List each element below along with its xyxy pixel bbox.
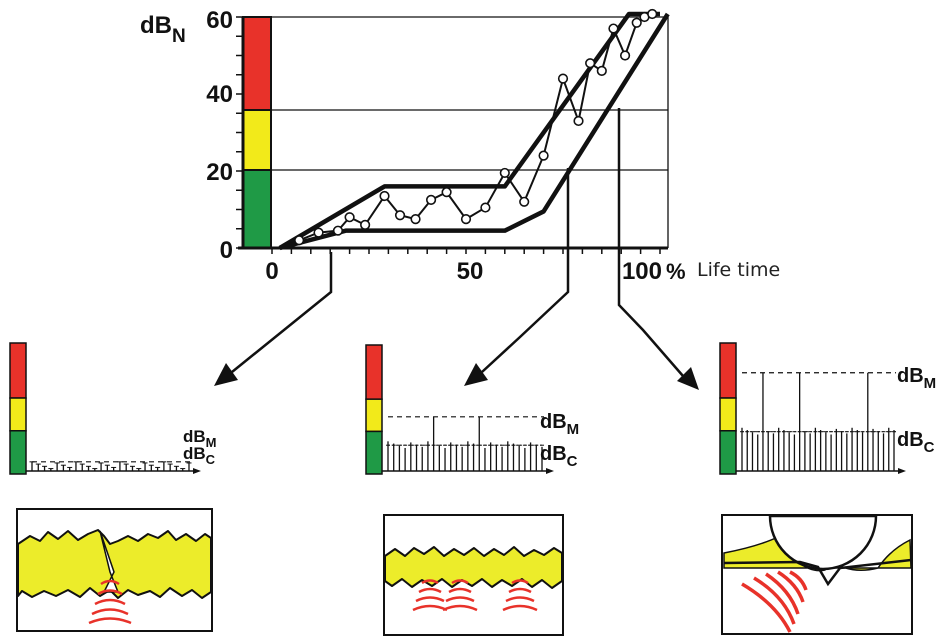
emission-waves-late — [741, 570, 808, 633]
threshold-lines — [271, 16, 669, 248]
panel-zone-warning — [365, 398, 383, 433]
data-point — [557, 73, 569, 84]
panel-axis-arrowhead — [193, 468, 201, 474]
panel-late-dbm-label: dBM — [897, 365, 936, 392]
data-point — [480, 202, 491, 213]
data-point — [460, 214, 472, 225]
spectrum-panel-early — [9, 342, 201, 475]
emission-waves-middle — [412, 579, 538, 612]
y-tick-60: 60 — [206, 7, 233, 34]
surface-illustration-early — [16, 508, 213, 632]
callout-arrows — [231, 108, 684, 377]
zone-good — [242, 169, 272, 249]
rough-surface-band-early — [17, 529, 212, 599]
arrowhead-middle — [464, 363, 488, 386]
data-point — [294, 235, 305, 246]
envelope-upper-line — [278, 11, 660, 250]
crack-early — [99, 530, 120, 593]
y-axis-label: dBN — [140, 12, 186, 47]
arrowheads — [214, 363, 699, 390]
data-point — [360, 219, 371, 230]
panel-zone-warning — [9, 397, 27, 432]
data-point — [631, 17, 642, 28]
data-point — [425, 194, 437, 205]
data-point — [441, 187, 452, 198]
rough-surface-band-middle — [384, 546, 563, 589]
data-point — [519, 196, 530, 207]
data-point — [332, 225, 344, 236]
panel-zone-warning — [719, 397, 737, 432]
panel-zone-alarm — [365, 344, 383, 400]
arrowhead-early — [214, 363, 238, 386]
panel-early-dbc-label: dBC — [183, 444, 216, 467]
data-point — [313, 227, 324, 238]
emission-waves-early — [88, 579, 132, 625]
x-tick-100: 100 — [622, 258, 662, 285]
panel-zone-good — [365, 430, 383, 475]
data-point — [379, 190, 390, 202]
y-tick-40: 40 — [206, 81, 233, 108]
spall-defect-late — [723, 558, 912, 587]
data-point — [344, 212, 355, 223]
x-tick-0: 0 — [265, 258, 278, 285]
rolling-element-ball — [768, 514, 878, 571]
panel-axis-arrowhead — [546, 468, 554, 474]
panel-zone-good — [719, 430, 737, 475]
data-point — [619, 50, 631, 61]
measurement-series — [294, 8, 658, 246]
data-point — [596, 65, 607, 76]
panel-labels: dBM dBC dBM dBC dBM dBC — [183, 365, 936, 470]
spectrum-panel-middle — [365, 344, 554, 475]
panel-middle-dbm-label: dBM — [540, 411, 579, 438]
trend-envelope — [278, 11, 670, 251]
data-point — [585, 58, 596, 69]
data-point — [647, 8, 658, 20]
spectrum-panel-late — [719, 342, 906, 475]
panel-zone-good — [9, 430, 27, 475]
y-axis: 60 40 20 0 dBN — [140, 7, 245, 264]
data-point — [538, 150, 549, 161]
main-chart: 60 40 20 0 dBN 0 50 100 % Life time — [140, 7, 780, 285]
data-point — [608, 23, 619, 34]
arrow-early-curve — [231, 252, 333, 373]
x-axis-label: Life time — [697, 259, 780, 281]
panel-late-dbc-label: dBC — [897, 429, 935, 456]
y-minor-ticks — [236, 16, 243, 249]
x-tick-50: 50 — [457, 258, 484, 285]
y-tick-0: 0 — [220, 237, 233, 264]
panel-early-dbm-label: dBM — [183, 427, 217, 450]
y-tick-20: 20 — [206, 159, 233, 186]
data-point — [499, 167, 510, 179]
envelope-lower-line — [279, 12, 670, 251]
zone-alarm — [242, 16, 272, 111]
surface-illustration-late — [721, 514, 913, 635]
data-point — [410, 214, 421, 225]
data-point — [394, 210, 406, 221]
arrowhead-late — [677, 367, 699, 390]
panel-zone-alarm — [719, 342, 737, 399]
surface-illustration-middle — [383, 514, 564, 636]
zone-bar — [242, 16, 272, 249]
panel-zone-alarm — [9, 342, 27, 399]
zone-warning — [242, 109, 272, 171]
data-point — [573, 115, 584, 127]
x-axis: 0 50 100 % Life time — [238, 246, 780, 285]
x-percent-sign: % — [666, 259, 686, 284]
panel-axis-arrowhead — [898, 468, 906, 474]
panel-middle-dbc-label: dBC — [540, 443, 578, 470]
arrow-middle-curve — [481, 168, 570, 373]
arrow-late-curve — [617, 108, 684, 377]
